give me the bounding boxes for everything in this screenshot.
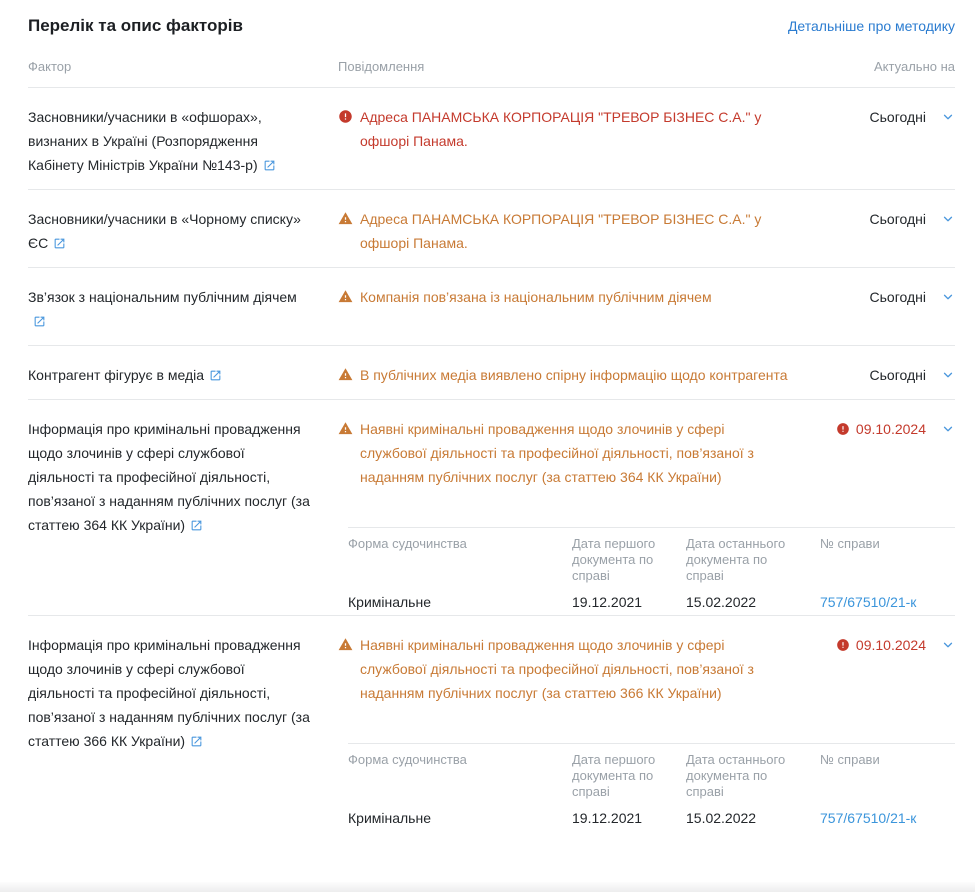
warning-icon — [338, 421, 353, 436]
external-link-icon[interactable] — [209, 369, 222, 382]
warning-icon — [338, 637, 353, 652]
factors-panel: Перелік та опис факторів Детальніше про … — [28, 16, 955, 831]
table-row: Контрагент фігурує в медіа В публічних м… — [28, 346, 955, 400]
case-number-link[interactable]: 757/67510/21-к — [820, 594, 917, 610]
message-cell: Наявні кримінальні провадження щодо злоч… — [338, 417, 788, 537]
factor-cell: Засновники/учасники в «офшорах», визнани… — [28, 105, 312, 177]
page-title: Перелік та опис факторів — [28, 16, 243, 35]
column-header-actual: Актуально на — [874, 59, 955, 74]
actual-cell: Сьогодні — [814, 105, 955, 177]
critical-icon — [338, 109, 353, 124]
actual-date: Сьогодні — [869, 211, 926, 227]
subtable-header-first-date: Дата першого документа по справі — [572, 536, 656, 583]
external-link-icon[interactable] — [53, 237, 66, 250]
court-cases-subtable: Форма судочинства Дата першого документа… — [348, 527, 955, 613]
chevron-down-icon[interactable] — [941, 110, 955, 124]
chevron-down-icon[interactable] — [941, 638, 955, 652]
external-link-icon[interactable] — [33, 315, 46, 328]
actual-cell: 09.10.2024 — [814, 633, 955, 753]
message-text: Адреса ПАНАМСЬКА КОРПОРАЦІЯ "ТРЕВОР БІЗН… — [360, 211, 762, 251]
warning-icon — [338, 211, 353, 226]
table-header-row: Фактор Повідомлення Актуально на — [28, 58, 955, 88]
external-link-icon[interactable] — [263, 159, 276, 172]
subtable-header-form: Форма судочинства — [348, 752, 467, 767]
factor-text: Засновники/учасники в «Чорному списку» Є… — [28, 211, 301, 251]
court-cases-subtable: Форма судочинства Дата першого документа… — [348, 743, 955, 829]
factor-text: Контрагент фігурує в медіа — [28, 367, 205, 383]
actual-cell: Сьогодні — [814, 207, 955, 255]
chevron-down-icon[interactable] — [941, 212, 955, 226]
page-bottom-edge — [0, 882, 975, 892]
actual-date: Сьогодні — [869, 289, 926, 305]
subtable-header-first-date: Дата першого документа по справі — [572, 752, 656, 799]
external-link-icon[interactable] — [190, 519, 203, 532]
actual-cell: Сьогодні — [814, 363, 955, 387]
subtable-header-case-no: № справи — [820, 536, 880, 551]
table-row: Інформація про кримінальні провадження щ… — [28, 616, 955, 831]
actual-cell: Сьогодні — [814, 285, 955, 333]
factor-text: Зв’язок з національним публічним діячем — [28, 289, 297, 305]
message-text: Наявні кримінальні провадження щодо злоч… — [360, 637, 754, 701]
table-row: Засновники/учасники в «офшорах», визнани… — [28, 88, 955, 190]
external-link-icon[interactable] — [190, 735, 203, 748]
case-first-date: 19.12.2021 — [572, 594, 643, 610]
message-cell: Компанія пов’язана із національним публі… — [338, 285, 788, 333]
case-number-link[interactable]: 757/67510/21-к — [820, 810, 917, 826]
warning-icon — [338, 289, 353, 304]
methodology-link[interactable]: Детальніше про методику — [787, 18, 955, 34]
case-form: Кримінальне — [348, 810, 431, 826]
subtable-header-last-date: Дата останнього документа по справі — [686, 536, 786, 583]
message-cell: Наявні кримінальні провадження щодо злоч… — [338, 633, 788, 753]
factor-cell: Засновники/учасники в «Чорному списку» Є… — [28, 207, 312, 255]
actual-date: Сьогодні — [869, 367, 926, 383]
table-row: Інформація про кримінальні провадження щ… — [28, 400, 955, 616]
chevron-down-icon[interactable] — [941, 290, 955, 304]
message-text: Адреса ПАНАМСЬКА КОРПОРАЦІЯ "ТРЕВОР БІЗН… — [360, 109, 762, 149]
chevron-down-icon[interactable] — [941, 422, 955, 436]
message-cell: В публічних медіа виявлено спірну інформ… — [338, 363, 788, 387]
warning-icon — [338, 367, 353, 382]
message-cell: Адреса ПАНАМСЬКА КОРПОРАЦІЯ "ТРЕВОР БІЗН… — [338, 207, 788, 255]
actual-cell: 09.10.2024 — [814, 417, 955, 537]
actual-date: Сьогодні — [869, 109, 926, 125]
critical-icon — [836, 422, 850, 436]
column-header-factor: Фактор — [28, 59, 72, 74]
factor-cell: Інформація про кримінальні провадження щ… — [28, 633, 312, 753]
critical-icon — [836, 638, 850, 652]
column-header-message: Повідомлення — [338, 59, 425, 74]
table-row: Зв’язок з національним публічним діячем … — [28, 268, 955, 346]
factor-cell: Зв’язок з національним публічним діячем — [28, 285, 312, 333]
message-cell: Адреса ПАНАМСЬКА КОРПОРАЦІЯ "ТРЕВОР БІЗН… — [338, 105, 788, 177]
subtable-header-last-date: Дата останнього документа по справі — [686, 752, 786, 799]
message-text: Компанія пов’язана із національним публі… — [360, 289, 712, 305]
message-text: Наявні кримінальні провадження щодо злоч… — [360, 421, 754, 485]
subtable-header-case-no: № справи — [820, 752, 880, 767]
actual-date: 09.10.2024 — [855, 637, 926, 653]
panel-header: Перелік та опис факторів Детальніше про … — [28, 16, 955, 36]
case-first-date: 19.12.2021 — [572, 810, 643, 826]
case-last-date: 15.02.2022 — [686, 594, 757, 610]
actual-date: 09.10.2024 — [855, 421, 926, 437]
table-row: Засновники/учасники в «Чорному списку» Є… — [28, 190, 955, 268]
factor-text: Інформація про кримінальні провадження щ… — [28, 421, 310, 533]
case-last-date: 15.02.2022 — [686, 810, 757, 826]
chevron-down-icon[interactable] — [941, 368, 955, 382]
factor-cell: Інформація про кримінальні провадження щ… — [28, 417, 312, 537]
subtable-header-form: Форма судочинства — [348, 536, 467, 551]
factor-cell: Контрагент фігурує в медіа — [28, 363, 312, 387]
factor-text: Засновники/учасники в «офшорах», визнани… — [28, 109, 262, 173]
factor-text: Інформація про кримінальні провадження щ… — [28, 637, 310, 749]
case-form: Кримінальне — [348, 594, 431, 610]
message-text: В публічних медіа виявлено спірну інформ… — [360, 367, 788, 383]
